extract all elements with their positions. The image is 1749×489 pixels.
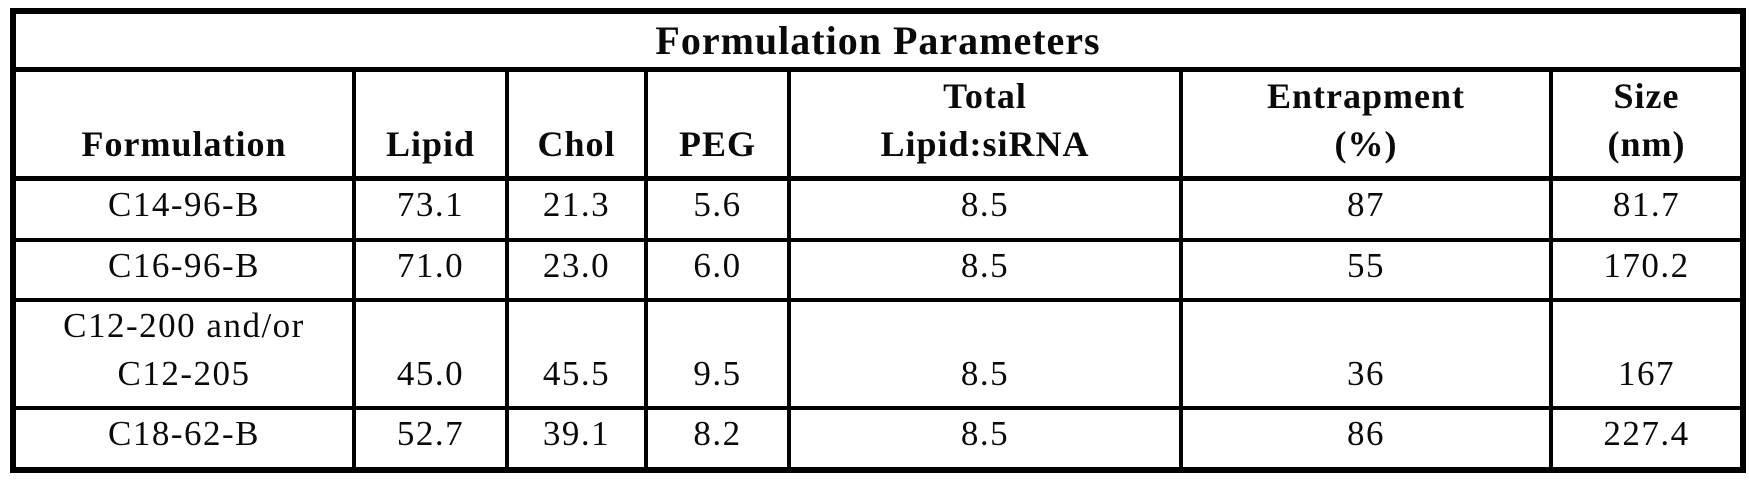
cell-total-lipid-sirna: 8.5 <box>787 176 1183 242</box>
header-line: Lipid:siRNA <box>880 123 1090 164</box>
table-row: C16-96-B 71.0 23.0 6.0 8.5 55 170.2 <box>11 237 1746 303</box>
header-line: Total <box>943 75 1027 116</box>
formulation-parameters-table: Formulation Parameters Formulation Lipid… <box>10 8 1747 473</box>
cell-entrapment: 87 <box>1179 176 1553 242</box>
cell-lipid: 73.1 <box>352 176 509 242</box>
header-line: Size <box>1613 75 1680 116</box>
scanned-document-page: Formulation Parameters Formulation Lipid… <box>0 8 1749 489</box>
column-header-chol: Chol <box>505 66 648 181</box>
cell-entrapment: 86 <box>1179 406 1553 472</box>
cell-formulation-name: C18-62-B <box>11 406 356 472</box>
cell-size: 227.4 <box>1548 406 1746 472</box>
cell-size: 81.7 <box>1548 176 1746 242</box>
table-header-row: Formulation Lipid Chol PEG Total Lipid:s… <box>11 66 1746 181</box>
header-line: PEG <box>678 123 756 164</box>
cell-chol: 23.0 <box>505 237 648 303</box>
formulation-name-line: C14-96-B <box>108 184 260 224</box>
cell-peg: 8.2 <box>644 406 791 472</box>
column-header-total-lipid-sirna: Total Lipid:siRNA <box>787 66 1183 181</box>
header-line: Entrapment <box>1267 75 1465 116</box>
column-header-size: Size (nm) <box>1548 66 1746 181</box>
header-line: Formulation <box>81 123 287 164</box>
cell-lipid: 45.0 <box>352 298 509 411</box>
cell-chol: 45.5 <box>505 298 648 411</box>
cell-entrapment: 36 <box>1179 298 1553 411</box>
table-title: Formulation Parameters <box>10 9 1746 72</box>
formulation-name-line: C18-62-B <box>108 414 260 454</box>
cell-total-lipid-sirna: 8.5 <box>787 237 1183 303</box>
cell-lipid: 71.0 <box>352 237 509 303</box>
table-row: C12-200 and/or C12-205 45.0 45.5 9.5 8.5… <box>11 298 1746 411</box>
header-line: Chol <box>537 123 616 164</box>
cell-size: 167 <box>1548 298 1746 411</box>
cell-entrapment: 55 <box>1179 237 1553 303</box>
header-line: Lipid <box>385 123 476 164</box>
cell-formulation-name: C14-96-B <box>11 176 356 242</box>
formulation-name-line: C12-200 and/or <box>63 306 305 346</box>
cell-total-lipid-sirna: 8.5 <box>787 298 1183 411</box>
column-header-lipid: Lipid <box>352 66 509 181</box>
formulation-name-line: C12-205 <box>117 353 251 393</box>
column-header-formulation: Formulation <box>11 66 356 181</box>
header-line: (%) <box>1334 123 1398 164</box>
cell-total-lipid-sirna: 8.5 <box>787 406 1183 472</box>
cell-size: 170.2 <box>1548 237 1746 303</box>
table-row: C14-96-B 73.1 21.3 5.6 8.5 87 81.7 <box>11 176 1746 242</box>
column-header-entrapment: Entrapment (%) <box>1179 66 1553 181</box>
formulation-name-line: C16-96-B <box>108 245 260 285</box>
cell-chol: 39.1 <box>505 406 648 472</box>
cell-peg: 6.0 <box>644 237 791 303</box>
cell-chol: 21.3 <box>505 176 648 242</box>
cell-peg: 5.6 <box>644 176 791 242</box>
cell-lipid: 52.7 <box>352 406 509 472</box>
column-header-peg: PEG <box>644 66 791 181</box>
table-row: C18-62-B 52.7 39.1 8.2 8.5 86 227.4 <box>11 406 1746 472</box>
table-title-row: Formulation Parameters <box>10 9 1746 72</box>
cell-formulation-name: C12-200 and/or C12-205 <box>11 298 356 411</box>
cell-peg: 9.5 <box>644 298 791 411</box>
header-line: (nm) <box>1607 123 1686 164</box>
cell-formulation-name: C16-96-B <box>11 237 356 303</box>
